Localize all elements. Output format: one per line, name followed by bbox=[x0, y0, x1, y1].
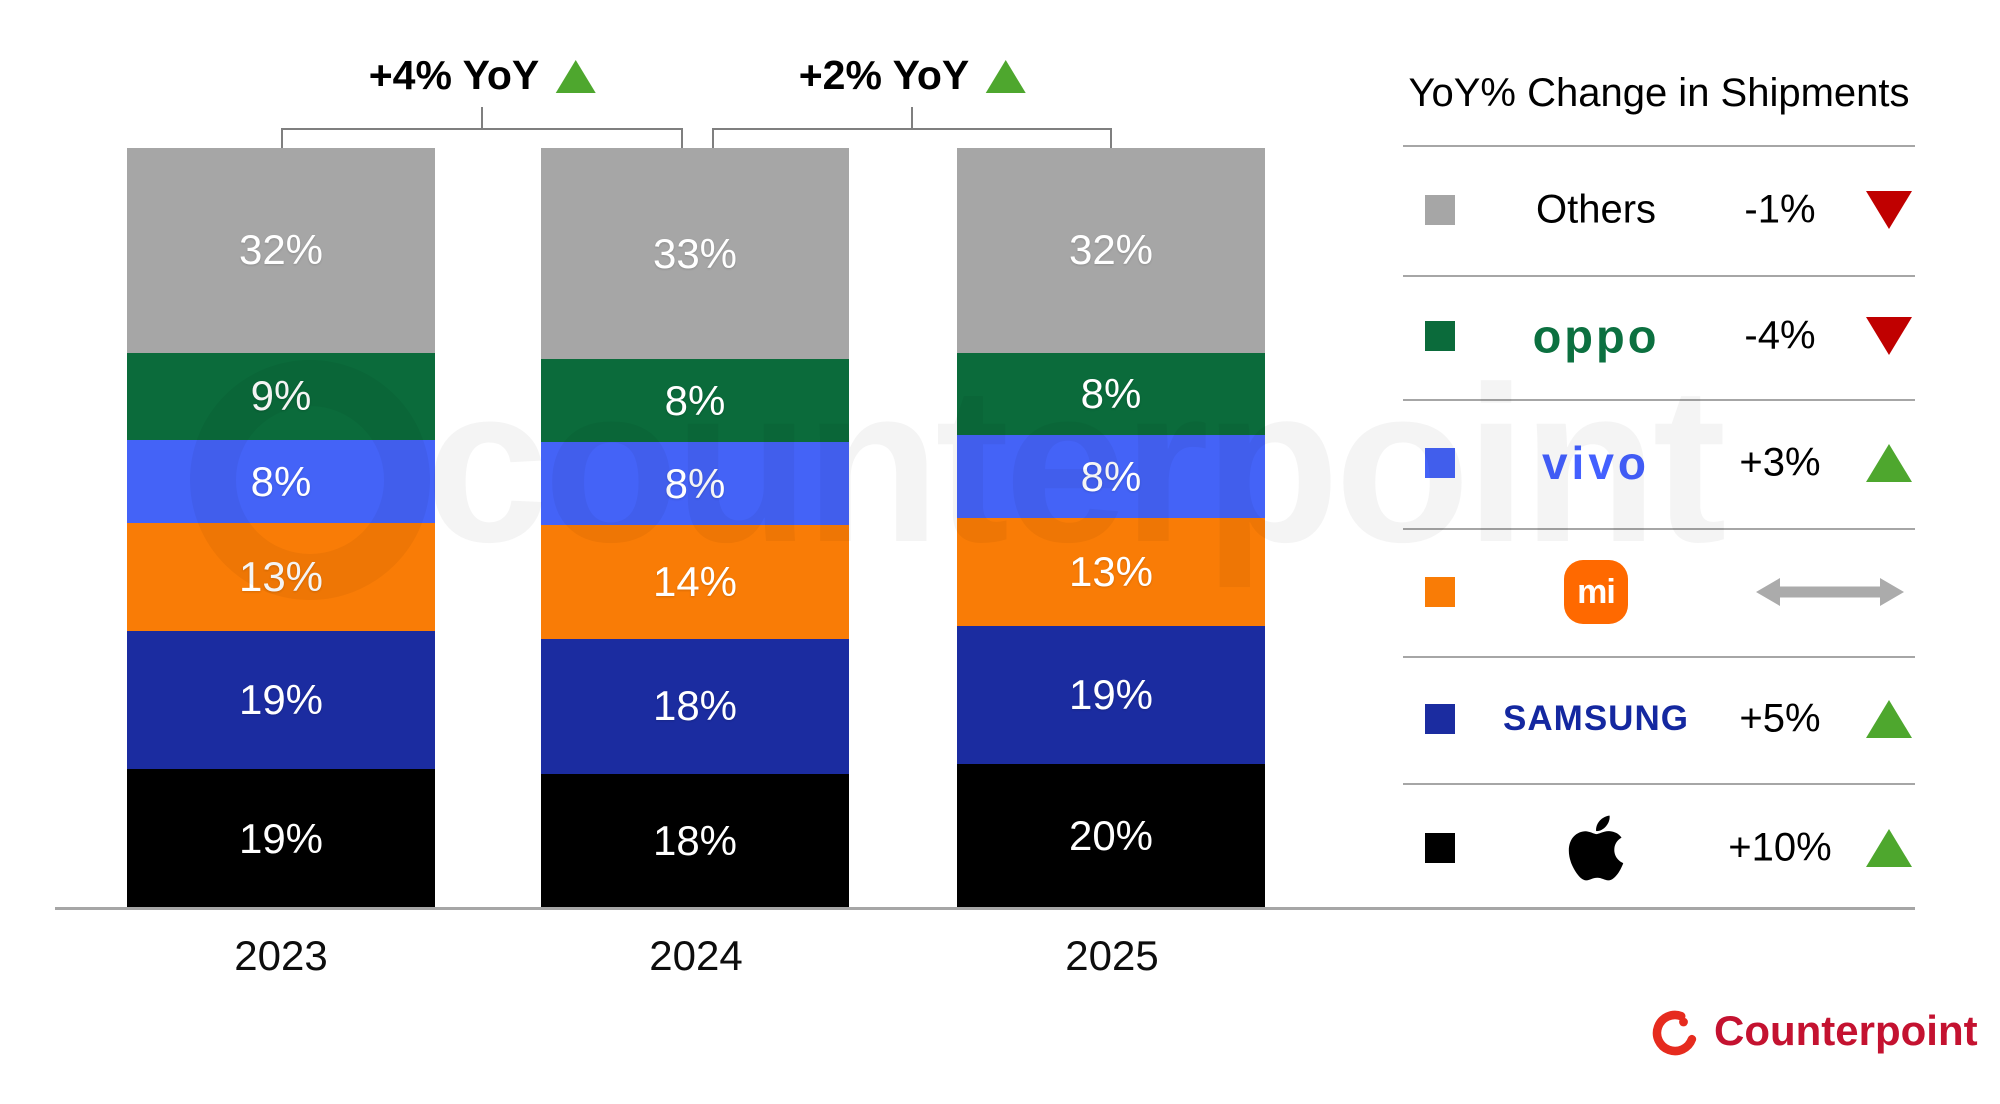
legend-swatch bbox=[1425, 448, 1455, 478]
segment-value-label: 13% bbox=[1068, 547, 1154, 595]
brand-logo-apple bbox=[1568, 811, 1624, 885]
segment-others: 32% bbox=[127, 148, 435, 353]
segment-apple: 20% bbox=[957, 764, 1265, 908]
legend-change-value: +3% bbox=[1739, 440, 1821, 485]
down-triangle-icon bbox=[1866, 191, 1912, 229]
up-triangle-icon bbox=[555, 60, 596, 93]
bar-2023: 32% 9% 8% 13% 19% 19% bbox=[127, 148, 435, 908]
segment-value-label: 20% bbox=[1068, 812, 1154, 860]
counterpoint-ring-icon bbox=[1650, 1004, 1700, 1058]
x-axis-label: 2025 bbox=[1065, 932, 1159, 979]
bar-2025: 32% 8% 8% 13% 19% 20% bbox=[957, 148, 1265, 908]
yoy-annotation-text: +2% YoY bbox=[798, 52, 970, 98]
legend-separator bbox=[1403, 528, 1915, 530]
yoy-bracket bbox=[712, 128, 1112, 148]
legend-row-text: Others -1% bbox=[1403, 170, 1915, 250]
legend-row-apple: +10% bbox=[1403, 808, 1915, 888]
x-axis-label: 2023 bbox=[234, 932, 328, 979]
legend-row-oppo: oppo -4% bbox=[1403, 296, 1915, 376]
segment-value-label: 9% bbox=[250, 372, 312, 420]
brand-logo-vivo: vivo bbox=[1541, 437, 1651, 489]
xiaomi-mi-logo-icon: mi bbox=[1564, 560, 1628, 624]
segment-value-label: 18% bbox=[652, 816, 738, 864]
legend-swatch bbox=[1425, 704, 1455, 734]
brand-logo-text: Others bbox=[1535, 187, 1657, 232]
segment-value-label: 19% bbox=[1068, 671, 1154, 719]
segment-vivo: 8% bbox=[127, 440, 435, 523]
bar-2024: 33% 8% 8% 14% 18% 18% bbox=[541, 148, 849, 908]
legend-separator bbox=[1403, 275, 1915, 277]
yoy-bracket bbox=[281, 128, 683, 148]
yoy-bracket-stem bbox=[481, 107, 483, 129]
segment-value-label: 13% bbox=[238, 552, 324, 600]
segment-apple: 19% bbox=[127, 769, 435, 908]
segment-xiaomi: 13% bbox=[127, 522, 435, 631]
brand-logo-oppo: oppo bbox=[1532, 309, 1660, 363]
legend-swatch bbox=[1425, 321, 1455, 351]
segment-value-label: 19% bbox=[238, 676, 324, 724]
legend-change-value: +5% bbox=[1739, 696, 1821, 741]
legend-swatch bbox=[1425, 195, 1455, 225]
legend-title: YoY% Change in Shipments bbox=[1408, 71, 1910, 115]
brand-logo-mi: mi bbox=[1564, 560, 1628, 624]
flat-arrow-icon bbox=[1756, 576, 1904, 608]
segment-oppo: 8% bbox=[957, 352, 1265, 436]
segment-value-label: 33% bbox=[652, 229, 738, 277]
segment-value-label: 14% bbox=[652, 558, 738, 606]
segment-samsung: 18% bbox=[541, 639, 849, 774]
segment-value-label: 8% bbox=[1080, 369, 1142, 417]
counterpoint-wordmark: Counterpoint bbox=[1714, 1007, 1978, 1054]
legend-swatch bbox=[1425, 577, 1455, 607]
up-triangle-icon bbox=[1866, 700, 1912, 738]
segment-others: 32% bbox=[957, 148, 1265, 353]
segment-others: 33% bbox=[541, 148, 849, 360]
segment-value-label: 8% bbox=[250, 457, 312, 505]
apple-logo-icon bbox=[1568, 815, 1624, 881]
segment-samsung: 19% bbox=[127, 630, 435, 770]
brand-logo-samsung: SAMSUNG bbox=[1503, 699, 1689, 738]
flat-double-arrow-icon bbox=[1756, 578, 1904, 606]
segment-oppo: 9% bbox=[127, 352, 435, 441]
segment-value-label: 8% bbox=[1080, 452, 1142, 500]
segment-value-label: 18% bbox=[652, 682, 738, 730]
legend-swatch bbox=[1425, 833, 1455, 863]
counterpoint-logo: Counterpoint bbox=[1650, 1004, 1978, 1058]
segment-vivo: 8% bbox=[541, 442, 849, 526]
legend-row-vivo: vivo +3% bbox=[1403, 423, 1915, 503]
yoy-annotation: +4% YoY bbox=[369, 52, 596, 99]
legend-change-value: -1% bbox=[1744, 187, 1816, 232]
segment-value-label: 8% bbox=[664, 459, 726, 507]
legend-separator bbox=[1403, 399, 1915, 401]
segment-samsung: 19% bbox=[957, 625, 1265, 765]
legend-row-samsung: SAMSUNG +5% bbox=[1403, 679, 1915, 759]
legend-separator bbox=[1403, 783, 1915, 785]
legend-row-mi: mi bbox=[1403, 552, 1915, 632]
segment-oppo: 8% bbox=[541, 359, 849, 443]
segment-value-label: 8% bbox=[664, 376, 726, 424]
yoy-annotation: +2% YoY bbox=[799, 52, 1026, 99]
legend-separator bbox=[1403, 656, 1915, 658]
up-triangle-icon bbox=[1866, 444, 1912, 482]
legend-change-value: -4% bbox=[1744, 313, 1816, 358]
segment-apple: 18% bbox=[541, 773, 849, 908]
segment-xiaomi: 14% bbox=[541, 525, 849, 640]
yoy-bracket-stem bbox=[911, 107, 913, 129]
segment-xiaomi: 13% bbox=[957, 517, 1265, 626]
up-triangle-icon bbox=[985, 60, 1026, 93]
legend-separator bbox=[1403, 145, 1915, 147]
yoy-annotation-text: +4% YoY bbox=[368, 52, 540, 98]
legend-change-value: +10% bbox=[1728, 825, 1832, 870]
segment-value-label: 32% bbox=[238, 226, 324, 274]
segment-vivo: 8% bbox=[957, 435, 1265, 518]
down-triangle-icon bbox=[1866, 317, 1912, 355]
segment-value-label: 32% bbox=[1068, 226, 1154, 274]
up-triangle-icon bbox=[1866, 829, 1912, 867]
segment-value-label: 19% bbox=[238, 814, 324, 862]
x-axis-line bbox=[55, 907, 1915, 910]
x-axis-label: 2024 bbox=[649, 932, 743, 979]
